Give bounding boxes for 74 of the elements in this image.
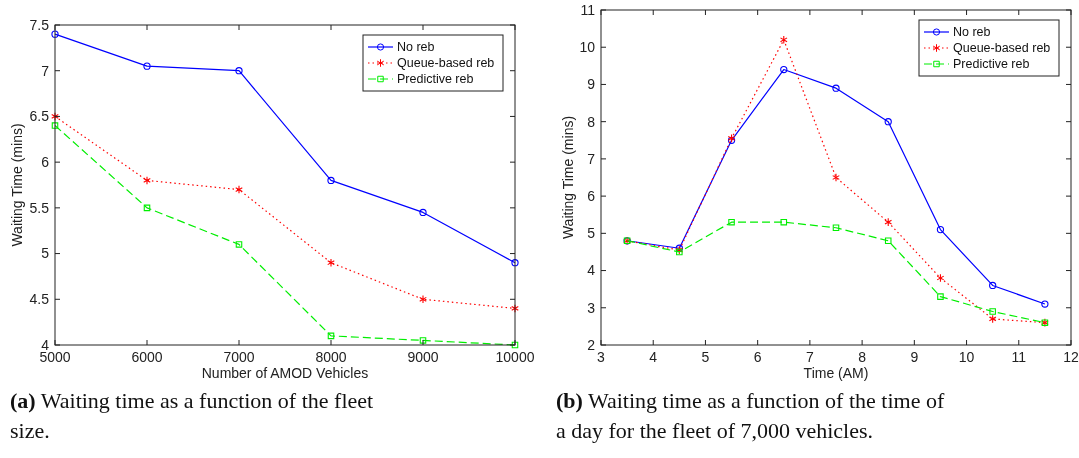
y-tick-label: 6.5 [29,108,50,125]
x-tick-label: 10000 [495,349,535,365]
legend-label: Predictive reb [397,72,474,87]
x-axis-title: Time (AM) [803,365,869,381]
y-tick-label: 7 [41,62,50,79]
point [511,304,519,313]
y-tick-label: 2 [587,336,596,353]
x-tick-label: 10 [958,349,975,365]
point [884,237,892,245]
x-tick-label: 6 [753,349,762,365]
point [327,176,335,185]
y-tick-label: 7 [587,150,596,167]
legend-label: Queue-based reb [397,56,495,71]
y-tick-label: 5.5 [29,199,50,216]
x-tick-label: 12 [1063,349,1079,365]
legend-label: No reb [953,25,991,40]
point [780,218,788,226]
point [143,176,151,185]
point [989,308,996,315]
point [419,208,427,217]
point [419,294,427,304]
x-tick-label: 8000 [315,349,347,365]
point [779,35,788,45]
point [832,84,840,92]
y-tick-label: 11 [580,1,596,18]
point [728,218,735,226]
text: (b) Waiting time as a function of the time of a day for the fleet of 7,000 vehicles. [556,388,945,443]
point [51,122,59,129]
point [988,314,997,324]
y-axis-title: Waiting Time (mins) [9,123,25,247]
point [780,65,788,74]
y-tick-label: 7.5 [29,16,50,33]
x-tick-label: 3 [597,349,606,365]
x-tick-label: 4 [649,349,658,365]
point [832,224,840,232]
y-tick-label: 4 [587,262,596,279]
point [235,67,243,75]
y-tick-label: 6 [41,154,50,171]
x-tick-label: 7 [805,349,814,365]
point [235,185,243,194]
point [143,204,151,212]
point [832,173,840,182]
x-tick-label: 5 [701,349,710,365]
y-tick-label: 5 [41,245,50,262]
point [143,62,151,70]
x-axis-title: Number of AMOD Vehicles [201,365,369,381]
y-tick-label: 10 [579,39,596,56]
y-tick-label: 9 [587,76,596,93]
y-tick-label: 5 [587,225,596,242]
legend-label: No reb [397,40,435,55]
text: (a) Waiting time as a function of the fleet size. [10,388,374,443]
y-tick-label: 4.5 [29,291,50,308]
y-axis-title: Waiting Time (mins) [560,115,576,240]
point [884,118,892,126]
legend-label: Queue-based reb [953,41,1051,56]
point [327,332,335,340]
y-tick-label: 3 [587,299,596,316]
x-tick-label: 6000 [131,349,163,365]
x-tick-label: 9 [910,349,919,365]
point [51,112,59,121]
point [235,241,243,248]
x-tick-label: 9000 [407,349,439,365]
y-tick-label: 6 [587,188,596,205]
legend-label: Predictive reb [953,57,1030,72]
point [884,217,893,227]
point [936,225,945,234]
y-tick-label: 8 [587,113,596,130]
point [327,258,335,268]
point [937,293,944,300]
point [989,281,997,290]
x-tick-label: 7000 [223,349,255,365]
x-tick-label: 11 [1011,349,1027,365]
point [936,273,945,283]
x-tick-label: 8 [858,349,867,365]
